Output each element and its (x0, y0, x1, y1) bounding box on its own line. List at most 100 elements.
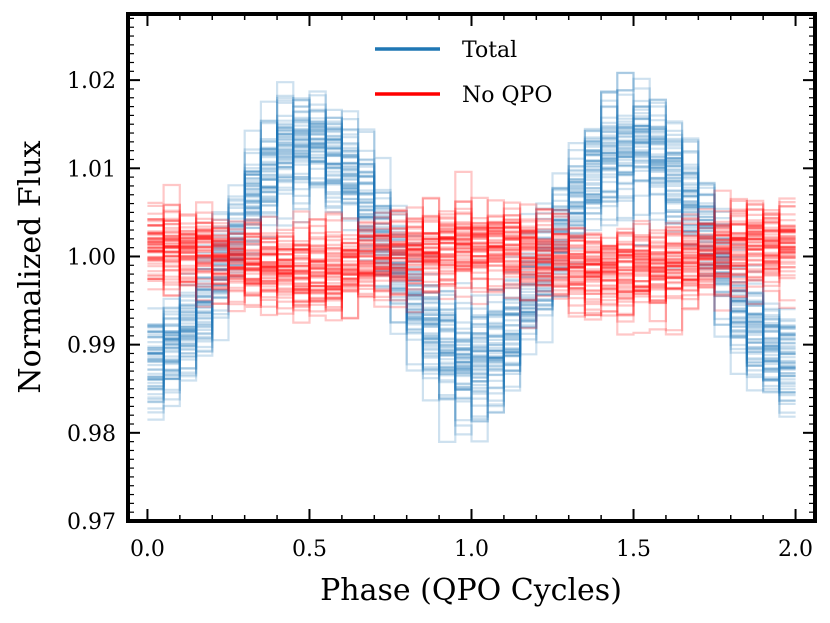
realization-line (147, 196, 796, 279)
realization-line (147, 99, 796, 392)
realization-line (147, 213, 796, 292)
realization-line (147, 125, 796, 402)
realization-line (147, 134, 796, 371)
x-axis-label: Phase (QPO Cycles) (320, 573, 622, 608)
realization-line (147, 93, 796, 381)
realization-line (147, 231, 796, 302)
realization-line (147, 90, 796, 387)
realization-line (147, 105, 796, 373)
realization-line (147, 199, 796, 283)
realization-line (147, 71, 796, 370)
realization-line (147, 199, 796, 295)
series-no-qpo (147, 170, 796, 336)
realization-line (147, 237, 796, 307)
realization-line (147, 120, 796, 376)
realization-line (147, 208, 796, 303)
realization-line (147, 251, 796, 323)
legend-label-total: Total (462, 38, 517, 63)
realization-line (147, 116, 796, 371)
realization-line (147, 209, 796, 287)
realization-line (147, 216, 796, 283)
realization-line (147, 223, 796, 292)
realization-line (147, 126, 796, 367)
realization-line (147, 130, 796, 414)
realization-line (147, 108, 796, 363)
realization-line (147, 116, 796, 406)
realization-line (147, 170, 796, 268)
realization-line (147, 131, 796, 421)
realization-line (147, 220, 796, 276)
realization-line (147, 132, 796, 400)
realization-line (147, 200, 796, 287)
realization-line (147, 189, 796, 301)
realization-line (147, 127, 796, 400)
realization-line (147, 125, 796, 407)
realization-line (147, 105, 796, 382)
y-tick-label: 1.00 (67, 245, 116, 270)
realization-line (147, 221, 796, 297)
realization-line (147, 133, 796, 352)
realization-line (147, 117, 796, 380)
realization-line (147, 207, 796, 294)
realization-line (147, 77, 796, 355)
realization-line (147, 124, 796, 391)
realization-line (147, 201, 796, 275)
realization-line (147, 231, 796, 296)
realization-line (147, 124, 796, 400)
realization-line (147, 136, 796, 414)
realization-line (147, 232, 796, 315)
realization-line (147, 108, 796, 365)
y-tick-label: 0.98 (67, 422, 116, 447)
series-total (147, 71, 796, 443)
realization-line (147, 197, 796, 290)
realization-line (147, 210, 796, 284)
ticks-layer: 0.0 0.5 1.0 1.5 2.0 0.97 0.98 0.99 1.00 1.01 1.02 (67, 14, 815, 562)
realization-line (147, 71, 796, 333)
realization-line (147, 118, 796, 381)
y-tick-label: 0.99 (67, 334, 116, 359)
realization-line (147, 122, 796, 391)
realization-line (147, 211, 796, 295)
legend: Total No QPO (375, 38, 552, 108)
realization-line (147, 250, 796, 317)
realization-line (147, 221, 796, 293)
realization-line (147, 130, 796, 401)
realization-line (147, 221, 796, 295)
realization-line (147, 114, 796, 366)
realization-line (147, 197, 796, 292)
realization-line (147, 222, 796, 307)
realization-line (147, 211, 796, 303)
realization-line (147, 175, 796, 443)
legend-label-no-qpo: No QPO (462, 83, 552, 108)
realization-line (147, 149, 796, 422)
y-tick-label: 1.02 (67, 69, 116, 94)
realization-line (147, 139, 796, 370)
realization-line (147, 123, 796, 388)
realization-line (147, 213, 796, 281)
realization-line (147, 153, 796, 401)
realization-line (147, 125, 796, 394)
realization-line (147, 94, 796, 364)
realization-line (147, 109, 796, 391)
realization-line (147, 139, 796, 436)
realization-line (147, 225, 796, 301)
x-tick-label: 0.5 (292, 537, 327, 562)
realization-line (147, 136, 796, 404)
realization-line (147, 115, 796, 384)
realization-line (147, 89, 796, 356)
x-tick-label: 1.0 (454, 537, 489, 562)
realization-line (147, 127, 796, 375)
realization-line (147, 203, 796, 273)
realization-line (147, 267, 796, 336)
realization-line (147, 97, 796, 396)
realization-line (147, 127, 796, 389)
realization-line (147, 243, 796, 310)
realization-line (147, 223, 796, 316)
realization-line (147, 120, 796, 383)
realization-line (147, 217, 796, 306)
realization-line (147, 129, 796, 401)
realization-line (147, 111, 796, 371)
realization-line (147, 105, 796, 385)
realization-line (147, 126, 796, 392)
realization-line (147, 96, 796, 379)
